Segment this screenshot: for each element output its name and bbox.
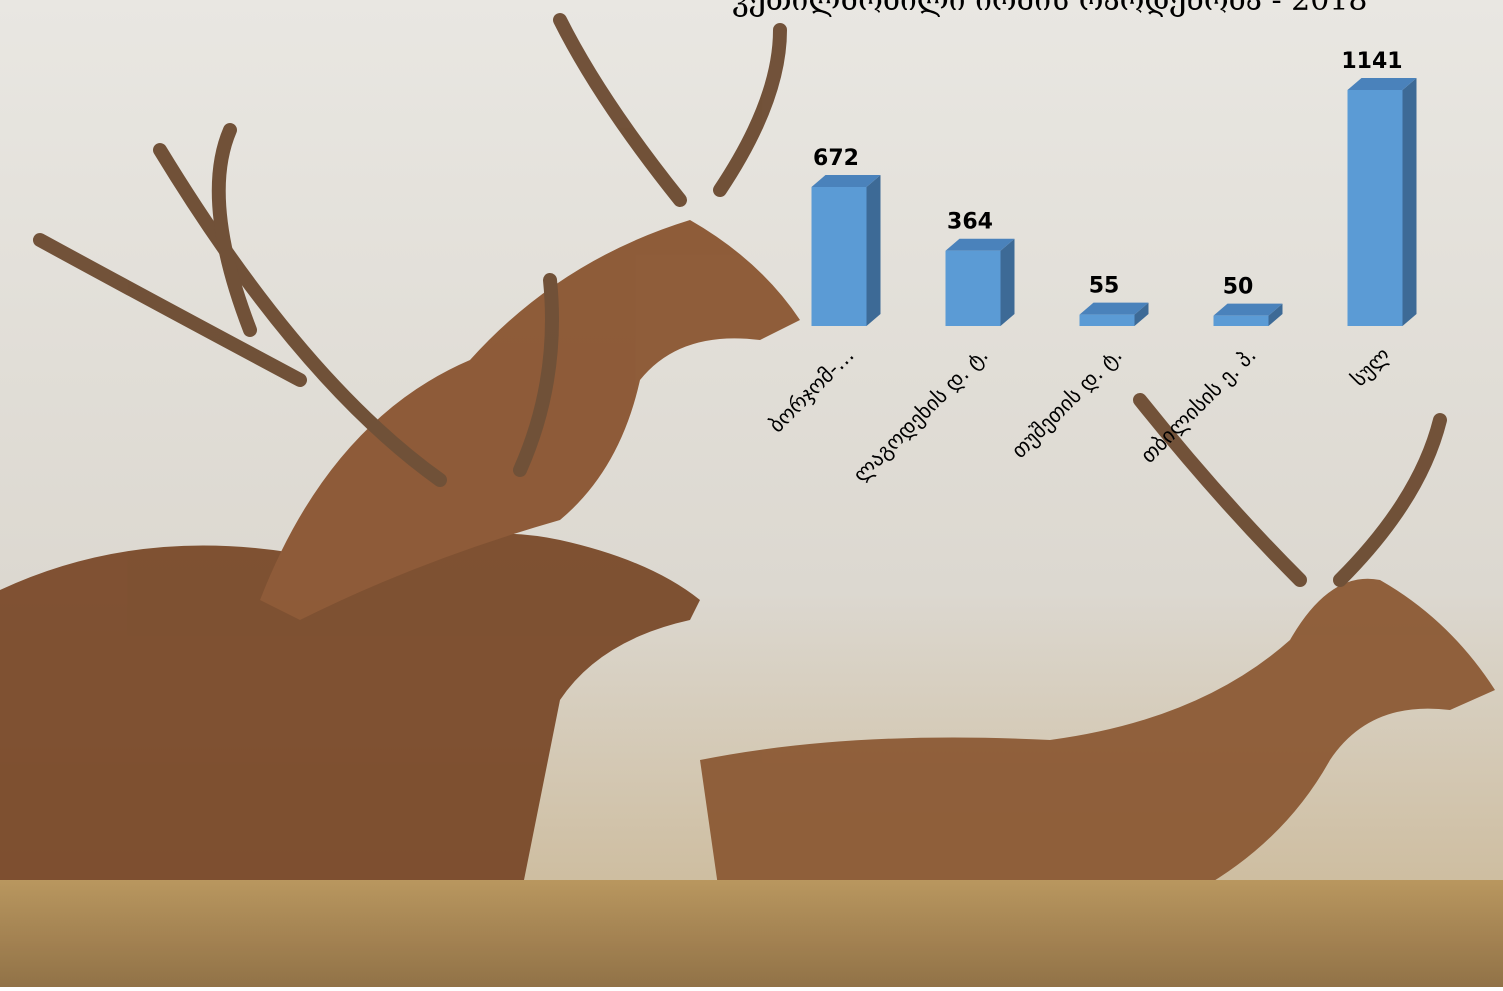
bar-top	[1079, 302, 1149, 315]
bar	[1347, 90, 1403, 326]
bar-side	[1402, 78, 1417, 326]
bar-top	[945, 238, 1015, 251]
bar	[945, 250, 1001, 326]
bar-side	[1268, 303, 1283, 326]
value-label: 1141	[1341, 49, 1402, 74]
bar	[811, 187, 867, 326]
bar	[1213, 315, 1269, 326]
value-label: 364	[947, 210, 993, 235]
chart-title: კეთილშობილი ირმის რაოდენობა - 2018	[733, 0, 1368, 18]
value-label: 50	[1223, 275, 1254, 300]
bar-side	[1000, 238, 1015, 326]
bar-top	[811, 175, 881, 188]
value-label: 55	[1089, 274, 1120, 299]
bar-top	[1213, 303, 1283, 316]
bar	[1079, 314, 1135, 326]
deer-photo	[0, 13, 1503, 987]
bar-side	[1134, 302, 1149, 326]
bar-side	[866, 175, 881, 326]
value-label: 672	[813, 146, 859, 171]
bar-top	[1347, 78, 1417, 90]
